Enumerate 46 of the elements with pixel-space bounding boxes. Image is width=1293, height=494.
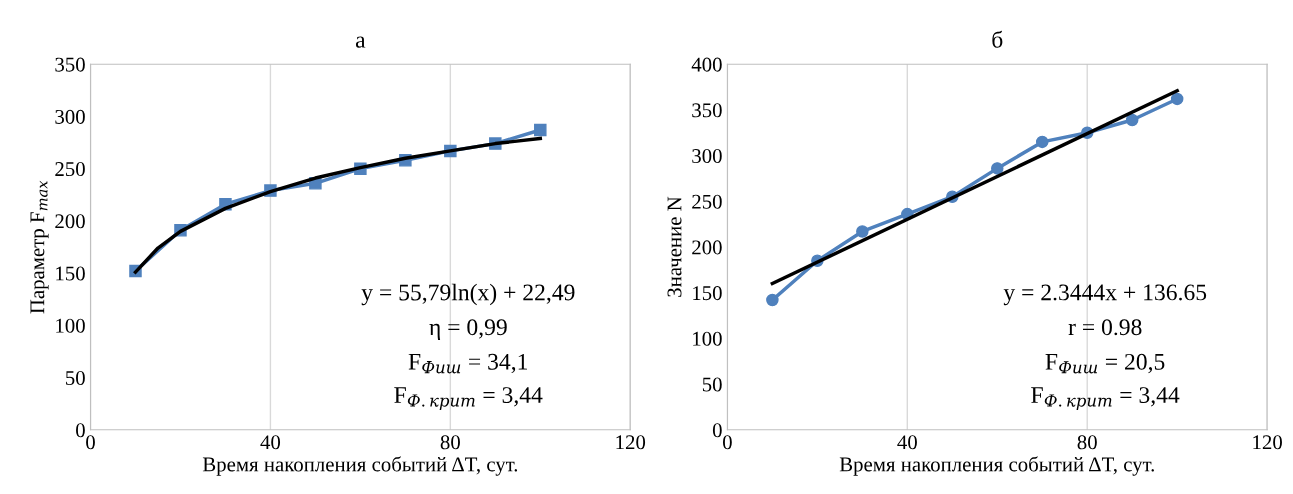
- annotation: η = 0,99: [429, 319, 507, 340]
- annotation: F$_{Фиш}$ = 20,5: [1045, 353, 1165, 374]
- chart-title: б: [992, 30, 1003, 48]
- annotation: F$_{Ф.крит}$ = 3,44: [1031, 387, 1180, 410]
- annotation: r = 0.98: [1068, 319, 1142, 336]
- annotation: F$_{Ф.крит}$ = 3,44: [394, 387, 543, 410]
- x-tick-label: 120: [1253, 435, 1282, 450]
- y-tick-label: 50: [702, 377, 722, 392]
- y-tick-label: 150: [693, 286, 722, 301]
- point: [856, 225, 869, 238]
- x-tick-label: 40: [897, 435, 917, 450]
- y-tick-label: 350: [55, 57, 85, 72]
- annotation: F$_{Фиш}$ = 34,1: [408, 353, 527, 374]
- y-tick-label: 100: [693, 331, 722, 346]
- point: [991, 162, 1004, 175]
- point: [766, 293, 779, 307]
- chart-title: а: [355, 36, 366, 48]
- point: [1035, 135, 1049, 149]
- x-tick-label: 0: [722, 435, 732, 450]
- y-tick-label: 50: [66, 370, 85, 385]
- annotation: y = 55,79ln(x) + 22,49: [361, 283, 575, 306]
- y-axis-title: Значение N: [667, 196, 682, 297]
- x-tick-label: 40: [260, 435, 281, 450]
- x-tick-label: 0: [86, 435, 95, 450]
- annotation: y = 2.3444x + 136.65: [1003, 284, 1207, 306]
- x-axis-title: Время накопления событий ΔT, сут.: [839, 456, 1154, 476]
- y-tick-label: 100: [56, 318, 85, 333]
- y-tick-label: 300: [55, 109, 85, 124]
- y-tick-label: 200: [55, 214, 85, 229]
- x-tick-label: 120: [616, 435, 646, 450]
- y-tick-label: 250: [692, 194, 722, 209]
- y-tick-label: 300: [692, 148, 722, 164]
- y-tick-label: 200: [692, 240, 722, 255]
- x-tick-label: 80: [440, 435, 460, 450]
- y-tick-label: 0: [76, 423, 85, 438]
- x-tick-label: 80: [1077, 435, 1097, 450]
- point: [1170, 92, 1184, 106]
- y-tick-label: 250: [55, 162, 85, 177]
- point: [534, 123, 547, 137]
- y-tick-label: 0: [712, 423, 722, 438]
- y-axis-title: Параметр F$_{max}$: [30, 180, 49, 314]
- x-axis-title: Время накопления событий ΔT, сут.: [202, 456, 518, 476]
- y-tick-label: 150: [56, 266, 85, 281]
- point: [1125, 113, 1139, 127]
- y-tick-label: 350: [692, 103, 722, 118]
- y-tick-label: 400: [691, 57, 722, 72]
